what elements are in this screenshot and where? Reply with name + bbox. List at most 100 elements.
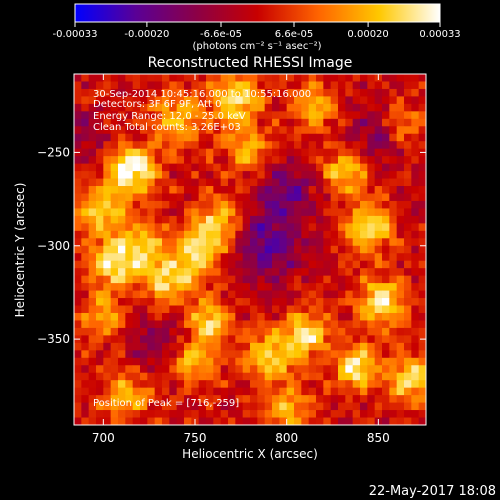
heatmap-pixel bbox=[118, 402, 126, 411]
heatmap-pixel bbox=[418, 81, 427, 90]
heatmap-pixel bbox=[360, 402, 368, 411]
heatmap-pixel bbox=[220, 118, 229, 127]
heatmap-pixel bbox=[81, 320, 90, 329]
heatmap-pixel bbox=[235, 290, 244, 299]
heatmap-pixel bbox=[250, 215, 258, 224]
heatmap-pixel bbox=[345, 103, 354, 112]
heatmap-pixel bbox=[125, 298, 134, 306]
heatmap-pixel bbox=[286, 74, 295, 82]
heatmap-pixel bbox=[140, 238, 148, 247]
heatmap-pixel bbox=[169, 327, 178, 336]
heatmap-pixel bbox=[242, 350, 251, 359]
heatmap-pixel bbox=[301, 171, 310, 179]
heatmap-pixel bbox=[308, 81, 317, 90]
heatmap-pixel bbox=[213, 141, 222, 150]
heatmap-pixel bbox=[330, 81, 339, 90]
heatmap-pixel bbox=[374, 111, 383, 120]
heatmap-pixel bbox=[382, 327, 390, 336]
heatmap-pixel bbox=[316, 380, 324, 389]
heatmap-pixel bbox=[272, 342, 280, 351]
heatmap-pixel bbox=[316, 268, 324, 277]
heatmap-pixel bbox=[404, 148, 412, 157]
heatmap-pixel bbox=[272, 350, 280, 359]
heatmap-pixel bbox=[323, 357, 332, 366]
x-axis-ticks: 700 750 800 850 bbox=[92, 74, 390, 445]
heatmap-pixel bbox=[103, 327, 112, 336]
heatmap-pixel bbox=[396, 245, 405, 254]
heatmap-pixel bbox=[96, 103, 104, 112]
heatmap-pixel bbox=[110, 81, 119, 90]
heatmap-pixel bbox=[374, 88, 383, 97]
heatmap-pixel bbox=[103, 275, 112, 284]
heatmap-pixel bbox=[147, 298, 156, 306]
heatmap-pixel bbox=[235, 283, 244, 291]
heatmap-pixel bbox=[176, 410, 185, 418]
heatmap-pixel bbox=[242, 223, 251, 232]
heatmap-pixel bbox=[382, 171, 390, 179]
heatmap-pixel bbox=[242, 387, 251, 396]
heatmap-pixel bbox=[352, 96, 361, 105]
heatmap-pixel bbox=[242, 260, 251, 269]
heatmap-pixel bbox=[110, 148, 119, 157]
heatmap-pixel bbox=[367, 417, 376, 426]
heatmap-pixel bbox=[389, 350, 398, 359]
heatmap-pixel bbox=[118, 298, 126, 306]
heatmap-pixel bbox=[118, 215, 126, 224]
heatmap-pixel bbox=[96, 402, 104, 411]
heatmap-pixel bbox=[418, 342, 427, 351]
heatmap-pixel bbox=[374, 327, 383, 336]
heatmap-pixel bbox=[96, 88, 104, 97]
heatmap-pixel bbox=[286, 215, 295, 224]
heatmap-pixel bbox=[140, 126, 148, 135]
heatmap-pixel bbox=[220, 335, 229, 344]
heatmap-pixel bbox=[228, 178, 236, 187]
heatmap-pixel bbox=[389, 357, 398, 366]
heatmap-pixel bbox=[301, 342, 310, 351]
heatmap-pixel bbox=[118, 200, 126, 209]
heatmap-pixel bbox=[213, 290, 222, 299]
heatmap-pixel bbox=[352, 223, 361, 232]
heatmap-pixel bbox=[345, 342, 354, 351]
heatmap-pixel bbox=[338, 171, 346, 179]
heatmap-pixel bbox=[286, 380, 295, 389]
heatmap-pixel bbox=[301, 81, 310, 90]
heatmap-pixel bbox=[308, 335, 317, 344]
heatmap-pixel bbox=[374, 312, 383, 321]
heatmap-pixel bbox=[360, 253, 368, 262]
heatmap-pixel bbox=[88, 275, 97, 284]
heatmap-pixel bbox=[103, 342, 112, 351]
heatmap-pixel bbox=[272, 111, 280, 120]
heatmap-pixel bbox=[404, 357, 412, 366]
heatmap-pixel bbox=[323, 260, 332, 269]
heatmap-pixel bbox=[279, 417, 288, 426]
heatmap-pixel bbox=[352, 253, 361, 262]
heatmap-pixel bbox=[389, 215, 398, 224]
heatmap-pixel bbox=[352, 171, 361, 179]
heatmap-pixel bbox=[301, 111, 310, 120]
heatmap-pixel bbox=[242, 335, 251, 344]
heatmap-pixel bbox=[389, 417, 398, 426]
heatmap-pixel bbox=[162, 268, 170, 277]
heatmap-pixel bbox=[198, 103, 207, 112]
heatmap-pixel bbox=[176, 230, 185, 239]
heatmap-pixel bbox=[279, 395, 288, 403]
heatmap-pixel bbox=[147, 357, 156, 366]
heatmap-pixel bbox=[74, 223, 82, 232]
heatmap-pixel bbox=[404, 327, 412, 336]
heatmap-pixel bbox=[360, 380, 368, 389]
heatmap-pixel bbox=[301, 126, 310, 135]
x-tick-label: 700 bbox=[92, 431, 115, 445]
heatmap-pixel bbox=[257, 350, 266, 359]
heatmap-pixel bbox=[228, 133, 236, 142]
heatmap-pixel bbox=[81, 186, 90, 194]
heatmap-pixel bbox=[338, 298, 346, 306]
heatmap-pixel bbox=[132, 111, 141, 120]
heatmap-pixel bbox=[191, 215, 200, 224]
heatmap-pixel bbox=[191, 178, 200, 187]
heatmap-pixel bbox=[228, 410, 236, 418]
heatmap-pixel bbox=[228, 350, 236, 359]
heatmap-pixel bbox=[154, 402, 163, 411]
heatmap-pixel bbox=[308, 327, 317, 336]
heatmap-pixel bbox=[132, 283, 141, 291]
heatmap-pixel bbox=[264, 81, 273, 90]
